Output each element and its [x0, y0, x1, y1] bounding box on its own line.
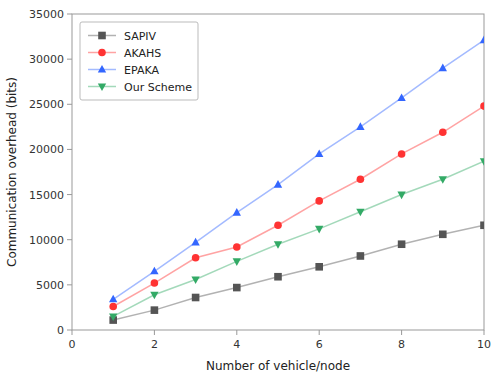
data-point: [357, 252, 365, 260]
x-tick: [401, 330, 402, 335]
y-tick: [67, 59, 72, 60]
legend-marker: [98, 49, 106, 57]
x-tick-label: 4: [233, 338, 240, 351]
data-point: [480, 221, 484, 229]
x-tick: [236, 330, 237, 335]
data-point: [274, 221, 282, 229]
data-point: [192, 294, 200, 302]
data-point: [192, 254, 200, 262]
data-point: [356, 209, 364, 217]
y-tick-label: 20000: [29, 143, 64, 156]
legend: SAPIV AKAHS EPAKA Our Scheme: [80, 22, 198, 100]
y-tick-label: 35000: [29, 8, 64, 21]
chart: 0 2 4 6 8 10 0 5000 10000 15000 20000 25000 30000 350…: [0, 0, 500, 380]
data-point: [191, 238, 199, 246]
y-axis-label: Communication overhead (bits): [5, 77, 19, 267]
data-point: [315, 149, 323, 157]
y-tick: [67, 149, 72, 150]
x-tick-label: 2: [151, 338, 158, 351]
data-point: [315, 226, 323, 234]
data-point: [233, 258, 241, 266]
data-point: [480, 158, 484, 166]
data-point: [357, 175, 365, 183]
y-tick-label: 15000: [29, 189, 64, 202]
x-tick: [484, 330, 485, 335]
data-point: [315, 197, 323, 205]
legend-marker: [98, 83, 106, 91]
data-point: [109, 313, 117, 321]
legend-box: [80, 22, 198, 100]
series-line: [113, 225, 484, 320]
data-point: [151, 306, 159, 314]
data-point: [233, 284, 241, 292]
data-point: [274, 241, 282, 249]
y-tick: [67, 104, 72, 105]
y-tick-label: 25000: [29, 98, 64, 111]
x-tick-label: 10: [477, 338, 491, 351]
legend-marker: [98, 32, 106, 40]
legend-marker: [98, 65, 106, 73]
data-point: [109, 303, 117, 311]
series-line: [113, 161, 484, 316]
data-point: [439, 230, 447, 238]
x-tick-label: 8: [398, 338, 405, 351]
data-point: [439, 128, 447, 136]
y-tick-label: 30000: [29, 53, 64, 66]
x-tick: [154, 330, 155, 335]
y-tick-label: 0: [57, 324, 64, 337]
y-tick: [67, 194, 72, 195]
data-point: [480, 36, 484, 44]
y-tick-label: 10000: [29, 234, 64, 247]
x-tick-label: 6: [316, 338, 323, 351]
plot-frame: [72, 14, 484, 330]
data-point: [109, 295, 117, 303]
data-point: [150, 292, 158, 300]
data-point: [356, 122, 364, 130]
y-tick-label: 5000: [36, 279, 64, 292]
legend-label: AKAHS: [124, 47, 161, 60]
data-point: [439, 176, 447, 184]
data-point: [398, 150, 406, 158]
y-tick: [67, 14, 72, 15]
data-point: [150, 267, 158, 275]
data-point: [191, 276, 199, 284]
data-point: [398, 240, 406, 248]
y-tick: [67, 239, 72, 240]
x-tick: [319, 330, 320, 335]
data-point: [274, 273, 282, 281]
data-point: [397, 192, 405, 200]
data-point: [274, 180, 282, 188]
data-point: [480, 102, 484, 110]
data-point: [439, 64, 447, 72]
data-point: [233, 243, 241, 251]
x-tick: [72, 330, 73, 335]
x-axis-label: Number of vehicle/node: [206, 359, 350, 373]
legend-label: SAPIV: [124, 30, 157, 43]
y-tick: [67, 284, 72, 285]
legend-label: EPAKA: [124, 64, 159, 77]
legend-label: Our Scheme: [124, 81, 192, 94]
data-point: [315, 263, 323, 271]
x-tick-label: 0: [69, 338, 76, 351]
data-point: [233, 208, 241, 216]
data-point: [151, 279, 159, 287]
series-line: [113, 106, 484, 306]
data-point: [397, 93, 405, 101]
y-tick: [67, 330, 72, 331]
